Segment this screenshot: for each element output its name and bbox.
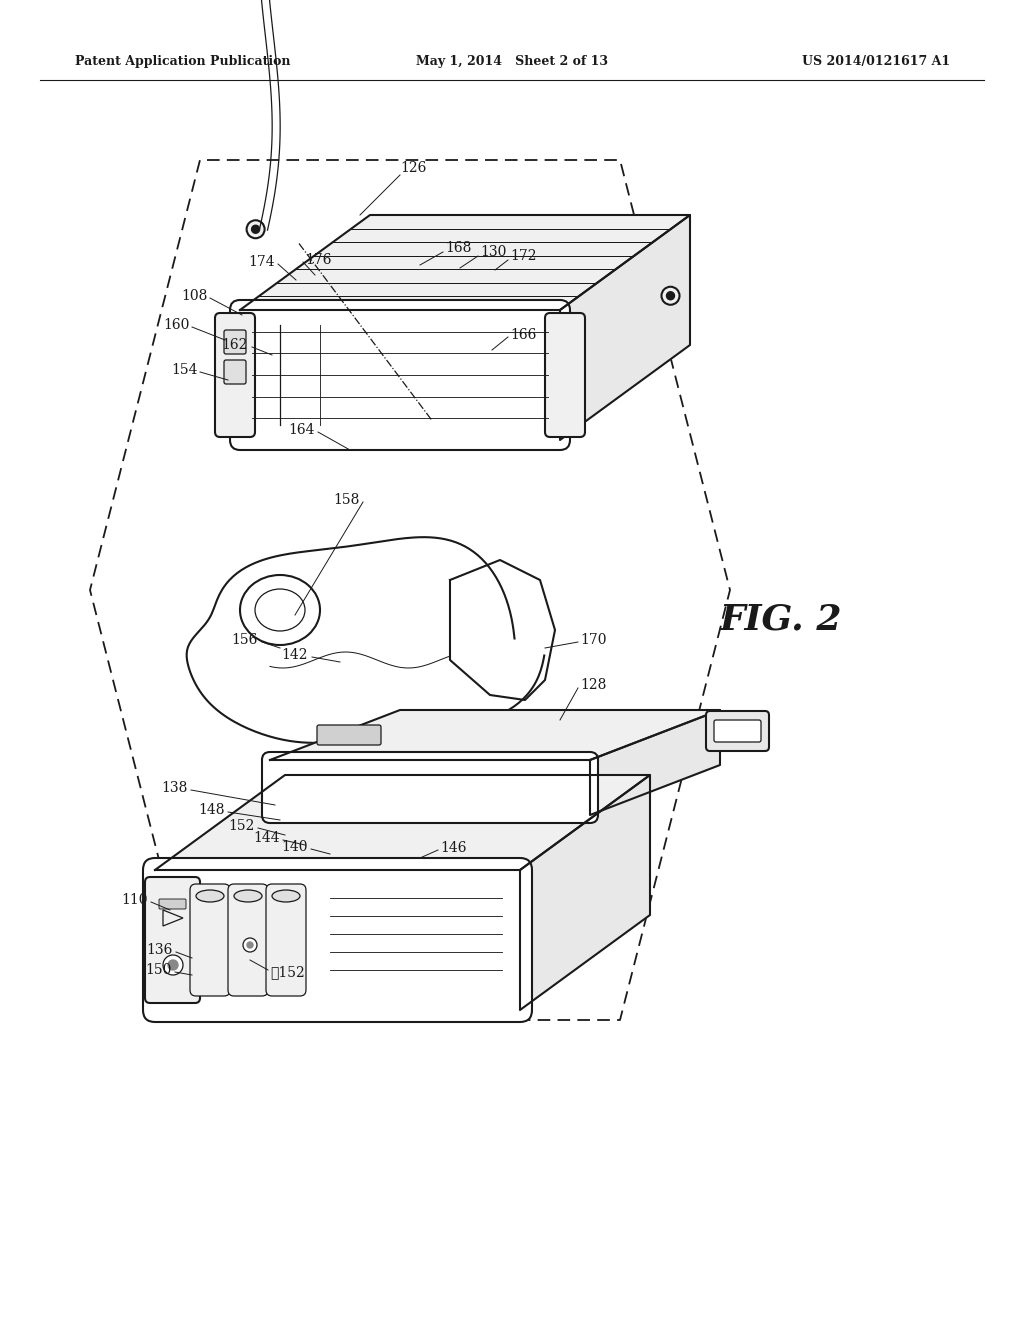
Text: 146: 146 bbox=[440, 841, 467, 855]
Text: 140: 140 bbox=[282, 840, 308, 854]
Text: 136: 136 bbox=[146, 942, 173, 957]
Polygon shape bbox=[240, 215, 690, 310]
Circle shape bbox=[667, 292, 675, 300]
Text: US 2014/0121617 A1: US 2014/0121617 A1 bbox=[802, 55, 950, 69]
FancyBboxPatch shape bbox=[266, 884, 306, 997]
Text: 144: 144 bbox=[253, 832, 280, 845]
Circle shape bbox=[662, 286, 680, 305]
Circle shape bbox=[168, 960, 178, 970]
Text: May 1, 2014   Sheet 2 of 13: May 1, 2014 Sheet 2 of 13 bbox=[416, 55, 608, 69]
Text: 152: 152 bbox=[228, 818, 255, 833]
Polygon shape bbox=[270, 710, 720, 760]
FancyBboxPatch shape bbox=[159, 899, 186, 909]
Circle shape bbox=[243, 939, 257, 952]
Circle shape bbox=[247, 220, 264, 238]
FancyBboxPatch shape bbox=[714, 719, 761, 742]
FancyBboxPatch shape bbox=[224, 360, 246, 384]
Text: 128: 128 bbox=[580, 678, 606, 692]
Text: 172: 172 bbox=[510, 249, 537, 263]
Polygon shape bbox=[155, 775, 650, 870]
Text: 156: 156 bbox=[231, 634, 258, 647]
FancyBboxPatch shape bbox=[215, 313, 255, 437]
Circle shape bbox=[247, 942, 253, 948]
Text: 174: 174 bbox=[249, 255, 275, 269]
Text: 126: 126 bbox=[400, 161, 426, 176]
FancyBboxPatch shape bbox=[143, 858, 532, 1022]
FancyBboxPatch shape bbox=[706, 711, 769, 751]
FancyBboxPatch shape bbox=[230, 300, 570, 450]
Text: 164: 164 bbox=[289, 422, 315, 437]
Text: 158: 158 bbox=[334, 492, 360, 507]
Circle shape bbox=[252, 226, 260, 234]
Polygon shape bbox=[186, 537, 545, 743]
Text: 130: 130 bbox=[480, 246, 507, 259]
Text: 150: 150 bbox=[145, 964, 172, 977]
Text: Patent Application Publication: Patent Application Publication bbox=[75, 55, 291, 69]
Ellipse shape bbox=[234, 890, 262, 902]
Text: 154: 154 bbox=[171, 363, 198, 378]
Text: 160: 160 bbox=[164, 318, 190, 333]
Text: 166: 166 bbox=[510, 327, 537, 342]
Text: 142: 142 bbox=[282, 648, 308, 663]
Text: 176: 176 bbox=[305, 253, 332, 267]
Polygon shape bbox=[590, 710, 720, 814]
FancyBboxPatch shape bbox=[262, 752, 598, 822]
Text: 110: 110 bbox=[122, 894, 148, 907]
Text: ∅152: ∅152 bbox=[270, 965, 305, 979]
Text: 148: 148 bbox=[199, 803, 225, 817]
Text: 168: 168 bbox=[445, 242, 471, 255]
Text: 162: 162 bbox=[221, 338, 248, 352]
Polygon shape bbox=[520, 775, 650, 1010]
FancyBboxPatch shape bbox=[545, 313, 585, 437]
FancyBboxPatch shape bbox=[224, 330, 246, 354]
Text: 170: 170 bbox=[580, 634, 606, 647]
FancyBboxPatch shape bbox=[317, 725, 381, 744]
FancyBboxPatch shape bbox=[190, 884, 230, 997]
Ellipse shape bbox=[272, 890, 300, 902]
Circle shape bbox=[163, 954, 183, 975]
FancyBboxPatch shape bbox=[145, 876, 200, 1003]
Ellipse shape bbox=[196, 890, 224, 902]
FancyBboxPatch shape bbox=[228, 884, 268, 997]
Polygon shape bbox=[560, 215, 690, 440]
Polygon shape bbox=[450, 560, 555, 700]
Text: 138: 138 bbox=[162, 781, 188, 795]
Text: 108: 108 bbox=[181, 289, 208, 304]
Text: FIG. 2: FIG. 2 bbox=[720, 603, 843, 638]
